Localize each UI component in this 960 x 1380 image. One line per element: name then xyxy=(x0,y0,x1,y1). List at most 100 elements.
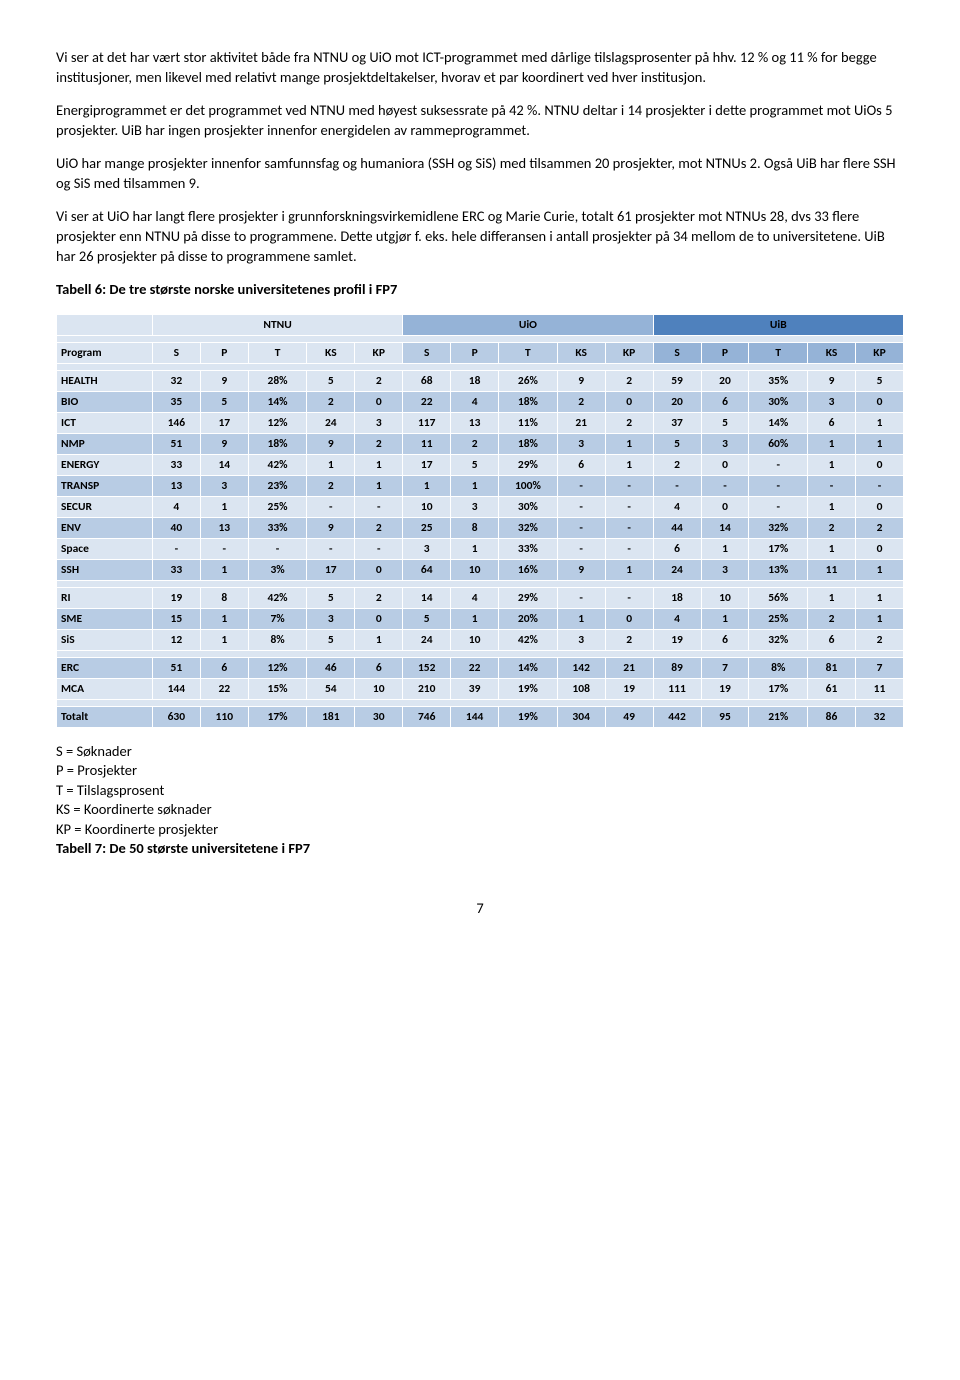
table-cell: 1 xyxy=(355,629,403,650)
table-cell: 1 xyxy=(355,475,403,496)
table-cell: 1 xyxy=(808,587,856,608)
table-cell: 46 xyxy=(307,657,355,678)
table-cell: 95 xyxy=(701,706,749,727)
paragraph-4: Vi ser at UiO har langt flere prosjekter… xyxy=(56,207,904,266)
table-cell: 14 xyxy=(200,454,248,475)
table-cell: 10 xyxy=(403,496,451,517)
program-label: ENV xyxy=(57,517,153,538)
table-cell: 304 xyxy=(557,706,605,727)
table-row: HEALTH32928%52681826%92592035%95 xyxy=(57,370,904,391)
spacer-row xyxy=(57,650,904,657)
table-cell: 1 xyxy=(605,559,653,580)
table-cell: 42% xyxy=(248,454,307,475)
uni-ntnu: NTNU xyxy=(152,314,402,335)
column-header-row: ProgramSPTKSKPSPTKSKPSPTKSKP xyxy=(57,342,904,363)
table-cell: 19% xyxy=(499,678,558,699)
table-cell: 5 xyxy=(653,433,701,454)
table-cell: 4 xyxy=(653,496,701,517)
uni-uib: UiB xyxy=(653,314,903,335)
table-cell: 6 xyxy=(200,657,248,678)
table-cell: 12% xyxy=(248,657,307,678)
table-cell: - xyxy=(605,496,653,517)
table-cell: 21% xyxy=(749,706,808,727)
table-cell: 24 xyxy=(653,559,701,580)
uni-uio: UiO xyxy=(403,314,653,335)
table-cell: 68 xyxy=(403,370,451,391)
table-cell: 3 xyxy=(451,496,499,517)
table-cell: 89 xyxy=(653,657,701,678)
legend-kp: KP = Koordinerte prosjekter xyxy=(56,820,904,840)
table-cell: 210 xyxy=(403,678,451,699)
table-cell: 18% xyxy=(499,391,558,412)
table-cell: 1 xyxy=(200,559,248,580)
table-cell: 0 xyxy=(701,496,749,517)
table-cell: 40 xyxy=(152,517,200,538)
table-cell: 5 xyxy=(855,370,903,391)
col-ks: KS xyxy=(307,342,355,363)
spacer-row xyxy=(57,580,904,587)
table-cell: - xyxy=(557,475,605,496)
col-p: P xyxy=(701,342,749,363)
spacer-row xyxy=(57,335,904,342)
table-cell: 8 xyxy=(451,517,499,538)
table-row: SME1517%305120%104125%21 xyxy=(57,608,904,629)
table-cell: - xyxy=(808,475,856,496)
table-cell: 25% xyxy=(749,608,808,629)
table-cell: 20 xyxy=(653,391,701,412)
table-cell: 7 xyxy=(855,657,903,678)
program-label: SECUR xyxy=(57,496,153,517)
table-cell: 9 xyxy=(557,370,605,391)
program-label: ENERGY xyxy=(57,454,153,475)
table-cell: 3 xyxy=(808,391,856,412)
program-label: Space xyxy=(57,538,153,559)
legend-p: P = Prosjekter xyxy=(56,761,904,781)
table-cell: 442 xyxy=(653,706,701,727)
table-cell: 6 xyxy=(808,412,856,433)
table-cell: 7 xyxy=(701,657,749,678)
table-cell: 142 xyxy=(557,657,605,678)
program-label: ICT xyxy=(57,412,153,433)
table-cell: 1 xyxy=(355,454,403,475)
table-cell: 4 xyxy=(152,496,200,517)
program-label: Totalt xyxy=(57,706,153,727)
table-cell: 8% xyxy=(749,657,808,678)
table-row: ENERGY331442%1117529%6120-10 xyxy=(57,454,904,475)
table-cell: 19 xyxy=(653,629,701,650)
table-cell: 14% xyxy=(499,657,558,678)
table-cell: 6 xyxy=(808,629,856,650)
program-label: TRANSP xyxy=(57,475,153,496)
table-row: SECUR4125%--10330%--40-10 xyxy=(57,496,904,517)
col-t: T xyxy=(749,342,808,363)
program-label: ERC xyxy=(57,657,153,678)
table-cell: 5 xyxy=(307,370,355,391)
table-cell: 2 xyxy=(605,412,653,433)
paragraph-2: Energiprogrammet er det programmet ved N… xyxy=(56,101,904,140)
table-cell: - xyxy=(557,517,605,538)
table-cell: 8 xyxy=(200,587,248,608)
table-cell: 144 xyxy=(451,706,499,727)
table-cell: 18 xyxy=(653,587,701,608)
table-cell: 16% xyxy=(499,559,558,580)
table-cell: - xyxy=(557,587,605,608)
table-cell: 32% xyxy=(749,629,808,650)
table-cell: 19 xyxy=(605,678,653,699)
table-cell: 35% xyxy=(749,370,808,391)
paragraph-1: Vi ser at det har vært stor aktivitet bå… xyxy=(56,48,904,87)
table-cell: 2 xyxy=(355,370,403,391)
table-cell: 1 xyxy=(701,538,749,559)
table-cell: 0 xyxy=(855,538,903,559)
table-row: RI19842%5214429%--181056%11 xyxy=(57,587,904,608)
table-row: ENV401333%9225832%--441432%22 xyxy=(57,517,904,538)
table-cell: 1 xyxy=(808,496,856,517)
table-cell: - xyxy=(605,517,653,538)
table-cell: 29% xyxy=(499,454,558,475)
table-cell: 59 xyxy=(653,370,701,391)
table-cell: 14% xyxy=(248,391,307,412)
table-cell: 1 xyxy=(808,538,856,559)
table-cell: 61 xyxy=(808,678,856,699)
table-cell: 2 xyxy=(557,391,605,412)
table-cell: 1 xyxy=(855,433,903,454)
table-row: SSH3313%170641016%9124313%111 xyxy=(57,559,904,580)
table-cell: 3 xyxy=(200,475,248,496)
table-row: Space-----3133%--6117%10 xyxy=(57,538,904,559)
